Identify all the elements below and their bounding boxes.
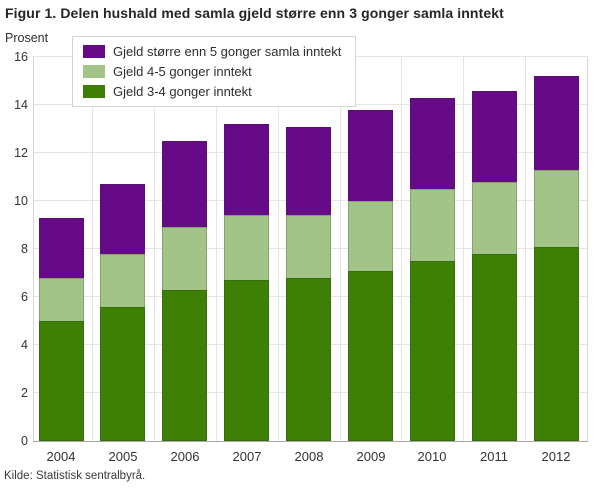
bar-segment <box>534 76 579 170</box>
legend-item: Gjeld 4-5 gonger inntekt <box>83 64 341 79</box>
category-separator-gridline <box>463 57 464 441</box>
y-tick-label: 6 <box>21 290 28 304</box>
bar-segment <box>410 261 455 441</box>
plot-area <box>33 56 588 442</box>
source-note: Kilde: Statistisk sentralbyrå. <box>4 470 146 482</box>
x-tick-label: 2005 <box>108 449 138 464</box>
bar-stack-2008 <box>286 126 331 441</box>
bar-segment <box>348 109 393 202</box>
legend-item: Gjeld 3-4 gonger inntekt <box>83 84 341 99</box>
bar-segment <box>100 184 145 254</box>
bar-segment <box>410 189 455 261</box>
bar-segment <box>162 141 207 228</box>
bar-segment <box>39 217 84 278</box>
y-axis-line <box>33 57 34 441</box>
category-separator-gridline <box>525 57 526 441</box>
x-tick-label: 2010 <box>417 449 447 464</box>
bar-segment <box>348 201 393 271</box>
y-tick-label: 12 <box>14 146 28 160</box>
x-tick-label: 2012 <box>541 449 571 464</box>
category-separator-gridline <box>401 57 402 441</box>
legend-item: Gjeld større enn 5 gonger samla inntekt <box>83 44 341 59</box>
legend-swatch-purple <box>83 45 105 58</box>
bar-stack-2010 <box>410 97 455 441</box>
x-tick-label: 2006 <box>170 449 200 464</box>
bar-segment <box>39 321 84 441</box>
y-tick-label: 8 <box>21 242 28 256</box>
plot-right-border <box>587 57 588 441</box>
bar-segment <box>162 289 207 441</box>
y-tick-label: 4 <box>21 338 28 352</box>
category-separator-gridline <box>92 57 93 441</box>
bar-segment <box>39 277 84 321</box>
x-tick-label: 2007 <box>232 449 262 464</box>
y-axis-title: Prosent <box>5 31 49 45</box>
bar-segment <box>286 277 331 441</box>
bar-segment <box>472 181 517 254</box>
x-axis-line <box>33 441 588 442</box>
y-tick-label: 16 <box>14 50 28 64</box>
category-separator-gridline <box>340 57 341 441</box>
legend-swatch-light_green <box>83 65 105 78</box>
bar-stack-2007 <box>224 124 269 441</box>
x-tick-label: 2011 <box>480 449 508 464</box>
legend-swatch-dark_green <box>83 85 105 98</box>
y-tick-label: 0 <box>21 434 28 448</box>
bar-segment <box>100 253 145 307</box>
bar-stack-2004 <box>39 217 84 441</box>
bar-segment <box>286 215 331 278</box>
category-separator-gridline <box>278 57 279 441</box>
bar-segment <box>100 306 145 441</box>
bar-segment <box>348 270 393 441</box>
bar-segment <box>224 124 269 216</box>
legend: Gjeld større enn 5 gonger samla inntekt G… <box>72 36 357 107</box>
legend-label: Gjeld større enn 5 gonger samla inntekt <box>113 44 342 59</box>
category-separator-gridline <box>154 57 155 441</box>
legend-label: Gjeld 4-5 gonger inntekt <box>113 64 252 79</box>
bar-stack-2012 <box>534 76 579 441</box>
bar-segment <box>286 126 331 216</box>
legend-label: Gjeld 3-4 gonger inntekt <box>113 84 252 99</box>
bar-segment <box>534 246 579 441</box>
bar-stack-2011 <box>472 90 517 441</box>
x-tick-label: 2008 <box>294 449 324 464</box>
bar-segment <box>224 280 269 441</box>
bar-segment <box>472 253 517 441</box>
bar-segment <box>472 90 517 182</box>
bar-segment <box>162 227 207 290</box>
bar-stack-2009 <box>348 109 393 441</box>
x-tick-label: 2009 <box>356 449 386 464</box>
chart-title: Figur 1. Delen hushald med samla gjeld s… <box>5 5 504 21</box>
x-tick-label: 2004 <box>46 449 76 464</box>
y-tick-label: 14 <box>14 98 28 112</box>
bar-segment <box>410 97 455 189</box>
bar-segment <box>224 215 269 281</box>
category-separator-gridline <box>216 57 217 441</box>
bar-stack-2006 <box>162 141 207 441</box>
y-tick-label: 10 <box>14 194 28 208</box>
bar-segment <box>534 169 579 247</box>
bar-stack-2005 <box>100 184 145 441</box>
y-tick-label: 2 <box>21 386 28 400</box>
